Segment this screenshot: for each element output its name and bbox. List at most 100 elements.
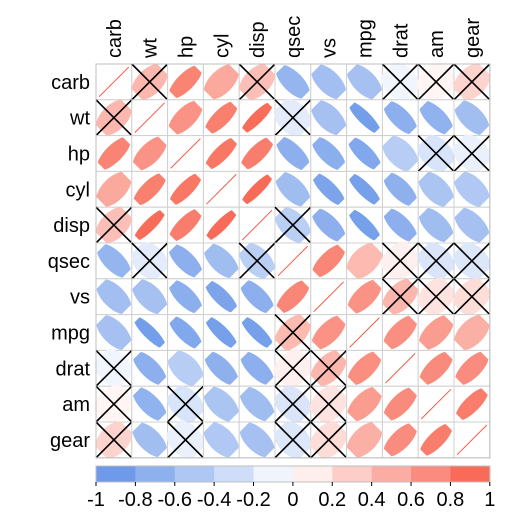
- cross-mark: [417, 242, 455, 280]
- row-label-wt: wt: [69, 108, 90, 130]
- legend-tick-label: -0.6: [158, 489, 192, 511]
- column-label-am: am: [426, 30, 448, 58]
- cell-cyl-gear: [453, 170, 491, 208]
- correlation-ellipse: [240, 316, 274, 349]
- cell-am-am: [417, 385, 455, 423]
- correlation-ellipse: [348, 101, 381, 134]
- cell-hp-wt: [131, 135, 169, 172]
- cross-mark: [417, 63, 455, 101]
- correlation-ellipse: [347, 279, 382, 314]
- correlation-ellipse: [454, 351, 489, 386]
- diagonal-line: [170, 138, 201, 169]
- cross-mark: [381, 63, 419, 101]
- cross-mark: [453, 63, 491, 101]
- correlation-ellipse: [167, 350, 204, 387]
- cell-drat-vs: [310, 349, 348, 387]
- correlation-ellipse: [168, 100, 203, 135]
- correlation-ellipse: [453, 314, 490, 351]
- cell-mpg-qsec: [274, 314, 312, 351]
- cell-mpg-disp: [238, 314, 276, 351]
- cell-hp-drat: [381, 135, 419, 172]
- cell-gear-cyl: [202, 421, 240, 459]
- cell-cyl-hp: [167, 170, 204, 208]
- cell-carb-mpg: [346, 63, 383, 101]
- cell-hp-mpg: [346, 135, 383, 172]
- row-label-am: am: [62, 394, 90, 416]
- column-label-qsec: qsec: [283, 16, 305, 58]
- cell-drat-mpg: [346, 349, 383, 387]
- row-label-hp: hp: [68, 144, 90, 166]
- legend-tick-label: 0.6: [397, 489, 425, 511]
- correlation-ellipse: [204, 137, 238, 170]
- cell-mpg-hp: [167, 314, 204, 351]
- correlation-ellipse: [347, 386, 382, 422]
- correlation-ellipse: [203, 243, 239, 279]
- diagonal-line: [385, 353, 416, 384]
- cross-mark: [274, 314, 312, 351]
- diagonal-line: [456, 424, 488, 456]
- cell-mpg-vs: [310, 314, 348, 351]
- cell-gear-qsec: [273, 420, 312, 459]
- color-legend: -1 -0.8 -0.6 -0.4 -0.2 0 0.2 0.4 0.6 0.8 1: [87, 465, 495, 511]
- cell-qsec-drat: [380, 241, 420, 281]
- cross-mark: [274, 385, 312, 423]
- cell-am-gear: [453, 385, 491, 423]
- column-label-disp: disp: [247, 21, 269, 58]
- correlation-ellipse: [347, 351, 382, 386]
- cross-mark: [274, 99, 312, 137]
- cell-drat-cyl: [202, 349, 240, 387]
- cell-am-disp: [238, 385, 276, 423]
- correlation-ellipse: [383, 208, 418, 243]
- correlation-ellipse: [204, 316, 238, 349]
- cell-disp-vs: [310, 206, 348, 244]
- row-label-vs: vs: [70, 287, 90, 309]
- correlation-ellipse: [418, 315, 454, 350]
- correlation-ellipse: [275, 136, 310, 171]
- legend-tick-label: -0.2: [236, 489, 270, 511]
- correlation-ellipse: [96, 279, 132, 315]
- cell-gear-vs: [309, 420, 348, 459]
- cross-mark: [131, 63, 169, 101]
- cell-gear-hp: [166, 420, 205, 460]
- cross-mark: [238, 242, 276, 280]
- cell-disp-gear: [453, 206, 491, 244]
- legend-tick-label: -0.8: [118, 489, 152, 511]
- correlation-ellipse: [346, 64, 383, 100]
- cell-wt-gear: [453, 99, 491, 137]
- correlation-ellipse: [418, 171, 454, 208]
- cell-mpg-mpg: [346, 314, 383, 351]
- cell-gear-disp: [238, 421, 276, 459]
- cell-drat-carb: [94, 348, 134, 388]
- cell-wt-qsec: [273, 98, 313, 137]
- cell-vs-qsec: [274, 278, 312, 316]
- correlation-ellipse: [346, 421, 383, 458]
- cell-cyl-qsec: [274, 170, 312, 208]
- cell-cyl-cyl: [202, 170, 240, 208]
- cross-mark: [453, 135, 491, 172]
- cell-carb-drat: [380, 62, 420, 102]
- cell-disp-carb: [95, 206, 133, 244]
- row-label-mpg: mpg: [51, 323, 90, 345]
- cell-drat-drat: [381, 349, 419, 387]
- cross-mark: [274, 206, 312, 244]
- cell-wt-drat: [381, 99, 419, 137]
- cell-vs-carb: [95, 278, 133, 316]
- correlation-ellipse: [419, 100, 454, 135]
- cross-mark: [95, 349, 133, 387]
- cell-gear-mpg: [346, 421, 383, 459]
- cell-vs-mpg: [346, 278, 383, 316]
- cell-qsec-gear: [452, 241, 491, 280]
- correlation-ellipse: [168, 279, 203, 314]
- cell-mpg-wt: [131, 314, 169, 351]
- correlation-ellipse: [203, 421, 240, 458]
- legend-swatch: [371, 466, 412, 482]
- cell-qsec-disp: [238, 242, 276, 280]
- correlation-ellipse: [203, 386, 240, 422]
- cell-wt-am: [417, 99, 455, 137]
- row-label-gear: gear: [50, 430, 90, 452]
- cell-drat-wt: [131, 349, 169, 387]
- cell-hp-disp: [238, 135, 276, 172]
- cross-mark: [131, 242, 169, 280]
- column-label-mpg: mpg: [355, 19, 377, 58]
